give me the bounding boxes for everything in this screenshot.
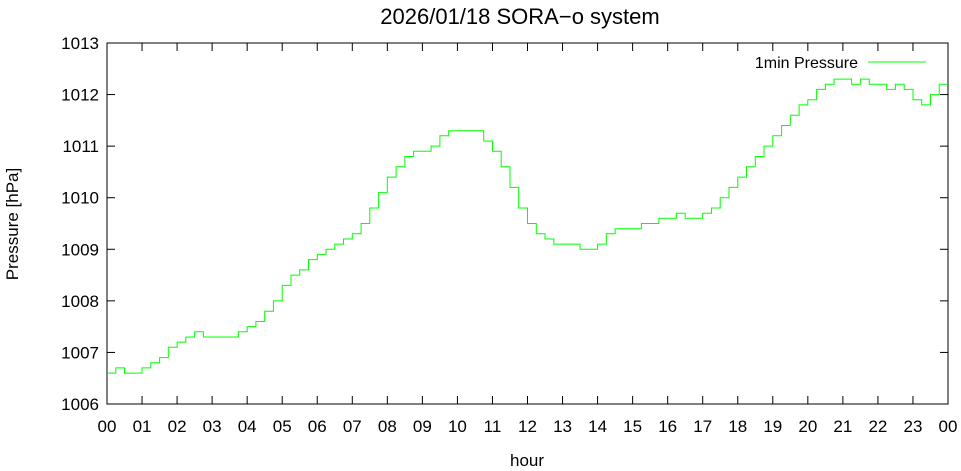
x-tick-label: 13	[553, 417, 572, 436]
y-tick-label: 1013	[61, 34, 99, 53]
chart-title: 2026/01/18 SORA−o system	[380, 4, 659, 29]
x-tick-label: 04	[238, 417, 257, 436]
x-tick-label: 20	[798, 417, 817, 436]
y-axis: 1006 1007 1008 1009 1010 1011 1012 1013	[61, 34, 948, 414]
x-tick-label: 10	[448, 417, 467, 436]
x-tick-label: 01	[133, 417, 152, 436]
y-tick-label: 1011	[62, 137, 99, 156]
legend-label: 1min Pressure	[755, 55, 858, 72]
x-tick-label: 08	[378, 417, 397, 436]
y-tick-label: 1012	[61, 86, 99, 105]
x-tick-label: 15	[623, 417, 642, 436]
y-tick-label: 1008	[61, 292, 99, 311]
y-tick-label: 1007	[61, 343, 99, 362]
legend: 1min Pressure	[755, 55, 926, 72]
x-tick-label: 14	[588, 417, 607, 436]
y-tick-label: 1006	[61, 395, 99, 414]
y-tick-label: 1010	[61, 189, 99, 208]
series-layer	[107, 78, 948, 374]
x-tick-label: 06	[308, 417, 327, 436]
x-tick-label: 02	[168, 417, 187, 436]
x-tick-label: 21	[833, 417, 852, 436]
x-tick-label: 00	[939, 417, 958, 436]
x-axis-label: hour	[510, 451, 544, 470]
x-tick-label: 09	[413, 417, 432, 436]
y-axis-label: Pressure [hPa]	[3, 168, 22, 280]
x-tick-label: 17	[693, 417, 712, 436]
x-tick-label: 18	[728, 417, 747, 436]
x-axis: 00 01 02 03 04 05 06 07 08 09 10 11 12 13 14 15 16 17 18 19…	[98, 43, 958, 436]
x-tick-label: 19	[763, 417, 782, 436]
y-tick-label: 1009	[61, 240, 99, 259]
x-tick-label: 05	[273, 417, 292, 436]
x-tick-label: 03	[203, 417, 222, 436]
x-tick-label: 07	[343, 417, 362, 436]
x-tick-label: 23	[903, 417, 922, 436]
x-tick-label: 16	[658, 417, 677, 436]
x-tick-label: 00	[98, 417, 117, 436]
x-tick-label: 22	[868, 417, 887, 436]
x-tick-label: 11	[484, 417, 502, 436]
series-line-1min-pressure	[107, 78, 948, 374]
x-tick-label: 12	[518, 417, 537, 436]
